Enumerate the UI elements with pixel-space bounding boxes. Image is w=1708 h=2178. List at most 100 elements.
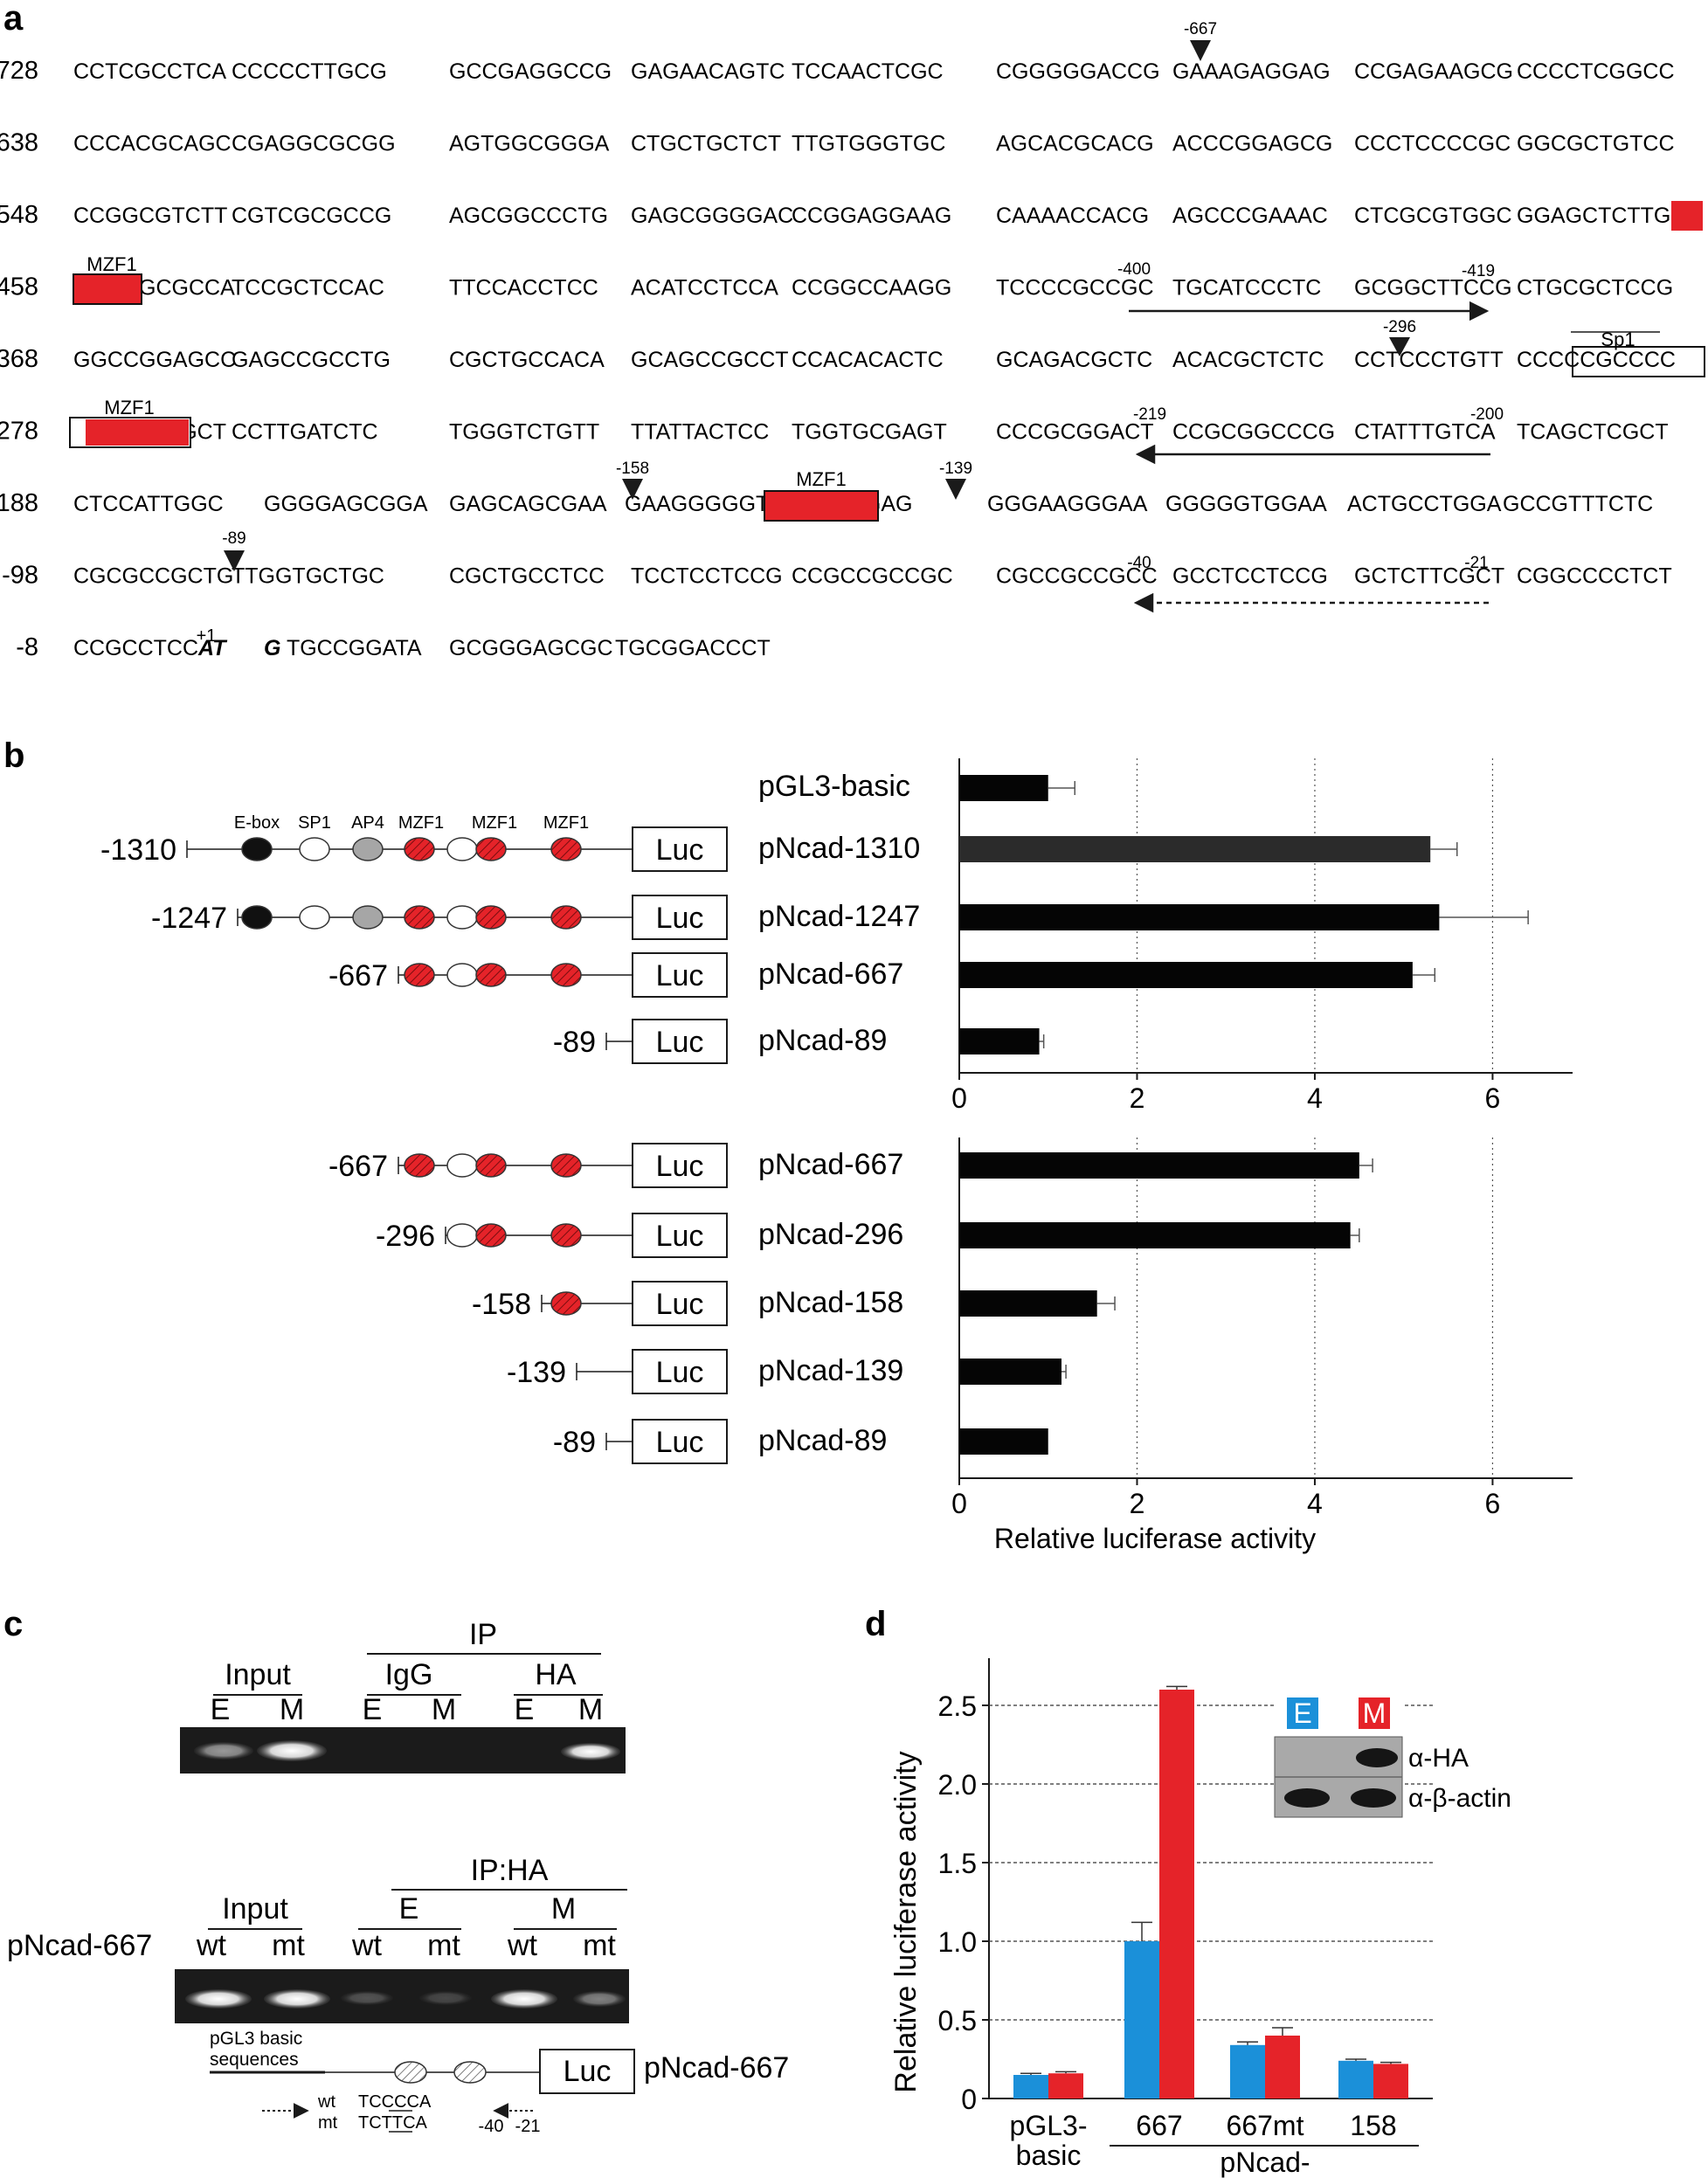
- construct-start: -89: [553, 1026, 596, 1059]
- luc-label: Luc: [656, 833, 704, 867]
- bar-m: [1265, 2036, 1300, 2098]
- lane-label: wt: [196, 1929, 227, 1962]
- marker-219: -219: [1133, 405, 1166, 424]
- ha-band: [1356, 1748, 1398, 1767]
- site-label: MZF1: [472, 813, 517, 833]
- mzf1-site-highlight: [1671, 201, 1703, 231]
- y-tick-label: 0: [961, 2084, 977, 2115]
- y-tick-label: 1.5: [938, 1848, 977, 1879]
- bar-m: [1048, 2073, 1083, 2098]
- mzf1-site-icon: [475, 963, 507, 987]
- luc-box: [632, 1213, 728, 1258]
- gel-band: [264, 1989, 330, 2009]
- sp1-site-icon: [446, 1153, 478, 1178]
- sequence-block: TCCGCTCCAC: [232, 276, 384, 301]
- sequence-block: GCAGACGCTC: [996, 348, 1152, 372]
- sequence-block: CAAAACCACG: [996, 204, 1149, 228]
- sequence-block: GGAGCTCTTG: [1517, 204, 1670, 228]
- bar: [959, 775, 1048, 801]
- sequence-block: CGAGGCGCGG: [232, 132, 396, 156]
- luc-label: Luc: [656, 1356, 704, 1389]
- sequence-block: CTATTTGTCA: [1354, 420, 1496, 445]
- sequence-block: TTCCACCTCC: [449, 276, 598, 301]
- sequence-block: CTGCGCTCCG: [1517, 276, 1673, 301]
- lane-labels-bottom: wt mt wt mt wt mt: [196, 1929, 616, 1962]
- mzf1-site-icon: [394, 2061, 427, 2084]
- lane-label: wt: [507, 1929, 538, 1962]
- seq-part: CCGCCTCC: [73, 636, 198, 660]
- sequence-block: CCCTCCCCGC: [1354, 132, 1511, 156]
- inset-m-badge: [1359, 1697, 1390, 1729]
- sequence-block: TGCATCCCTC: [1172, 276, 1321, 301]
- sequence-block: GCCGAGGCCG: [449, 59, 612, 84]
- construct-name: pGL3-basic: [758, 770, 910, 803]
- y-tick-label: 2.5: [938, 1691, 977, 1722]
- sequence-block: ACACGCTCTC: [1172, 348, 1324, 372]
- sp1-site-icon: [299, 905, 330, 930]
- bar-e: [1230, 2044, 1265, 2098]
- m-label: M: [551, 1892, 576, 1926]
- sequence-block: CCGGAGGAAG: [792, 204, 951, 228]
- sequence-position: -8: [16, 633, 38, 661]
- pgl3-sequences-label: sequences: [210, 2050, 299, 2070]
- construct-name: pNcad-667: [758, 1148, 903, 1181]
- bar-e: [1013, 2075, 1048, 2098]
- seq-part: TGCCGGATA: [280, 636, 421, 660]
- sequence-block: GAAAGAGGAG: [1172, 59, 1331, 84]
- y-tick-label: 2.0: [938, 1769, 977, 1801]
- x-tick-label: 4: [1307, 1488, 1323, 1519]
- construct-name: pNcad-139: [758, 1354, 903, 1387]
- construct-name: pNcad-89: [758, 1424, 887, 1457]
- construct-start: -296: [376, 1220, 435, 1253]
- sequence-block: AGCGGCCCTG: [449, 204, 608, 228]
- mzf1-site-icon: [550, 905, 582, 930]
- ebox-site-icon: [241, 837, 273, 861]
- sequence-block: CCGCCTCCAT: [73, 636, 228, 660]
- bar-e: [1338, 2060, 1373, 2098]
- sequence-block: GCCTCCTCCG: [1172, 564, 1328, 589]
- site-label: E-box: [234, 813, 280, 833]
- mzf1-site-icon: [475, 1153, 507, 1178]
- x-tick-label: 6: [1485, 1082, 1501, 1114]
- sequence-block: CCGGCGTCTT: [73, 204, 227, 228]
- construct-label: pNcad-667: [7, 1929, 152, 1962]
- marker-139: -139: [939, 460, 972, 478]
- arrowhead-667-icon: [1190, 40, 1211, 61]
- actin-band: [1351, 1788, 1396, 1808]
- lane-label: E: [211, 1693, 231, 1726]
- category-label: 667mt: [1227, 2110, 1304, 2141]
- panel-c: c IP Input IgG HA E M E M E M IP:HA Input E M…: [3, 1605, 789, 2136]
- construct-name: pNcad-1247: [758, 900, 920, 933]
- sequence-block: GAGCAGCGAA: [449, 492, 607, 516]
- x-tick-label: 6: [1485, 1488, 1501, 1519]
- mzf1-site-icon: [550, 1223, 582, 1248]
- arrowhead-158-icon: [622, 479, 643, 500]
- luc-box: [632, 1349, 728, 1394]
- site-label: MZF1: [543, 813, 589, 833]
- sequence-block: CTGCTGCTCT: [631, 132, 781, 156]
- lane-label: mt: [272, 1929, 305, 1962]
- luc-label: Luc: [656, 959, 704, 992]
- ip-label: IP: [469, 1618, 497, 1651]
- gel-band: [341, 1991, 393, 2005]
- marker-400: -400: [1117, 260, 1151, 279]
- panel-d: d 0 0.5 1.0 1.5 2.0 2.5 pGL3-basic 667 667mt 158 p…: [865, 1605, 1511, 2178]
- start-codon: G: [264, 636, 280, 660]
- mzf1-site-icon: [404, 963, 435, 987]
- gel-band: [257, 1740, 327, 1761]
- marker-667: -667: [1184, 20, 1217, 38]
- gel-band: [194, 1742, 253, 1760]
- sequence-block: CGGCCCCTCT: [1517, 564, 1672, 589]
- gel-band: [573, 1991, 626, 2007]
- construct-start: -89: [553, 1426, 596, 1459]
- construct-name: pNcad-89: [758, 1024, 887, 1057]
- igg-label: IgG: [385, 1658, 433, 1691]
- mt-sequence: TCTTCA: [358, 2113, 428, 2133]
- construct-name: pNcad-1310: [758, 832, 920, 865]
- marker-419: -419: [1462, 262, 1495, 280]
- luc-box: [539, 2049, 635, 2094]
- sequence-block: CGTCGCGCCG: [232, 204, 391, 228]
- site-label: AP4: [351, 813, 384, 833]
- marker-plus1: +1: [197, 626, 217, 646]
